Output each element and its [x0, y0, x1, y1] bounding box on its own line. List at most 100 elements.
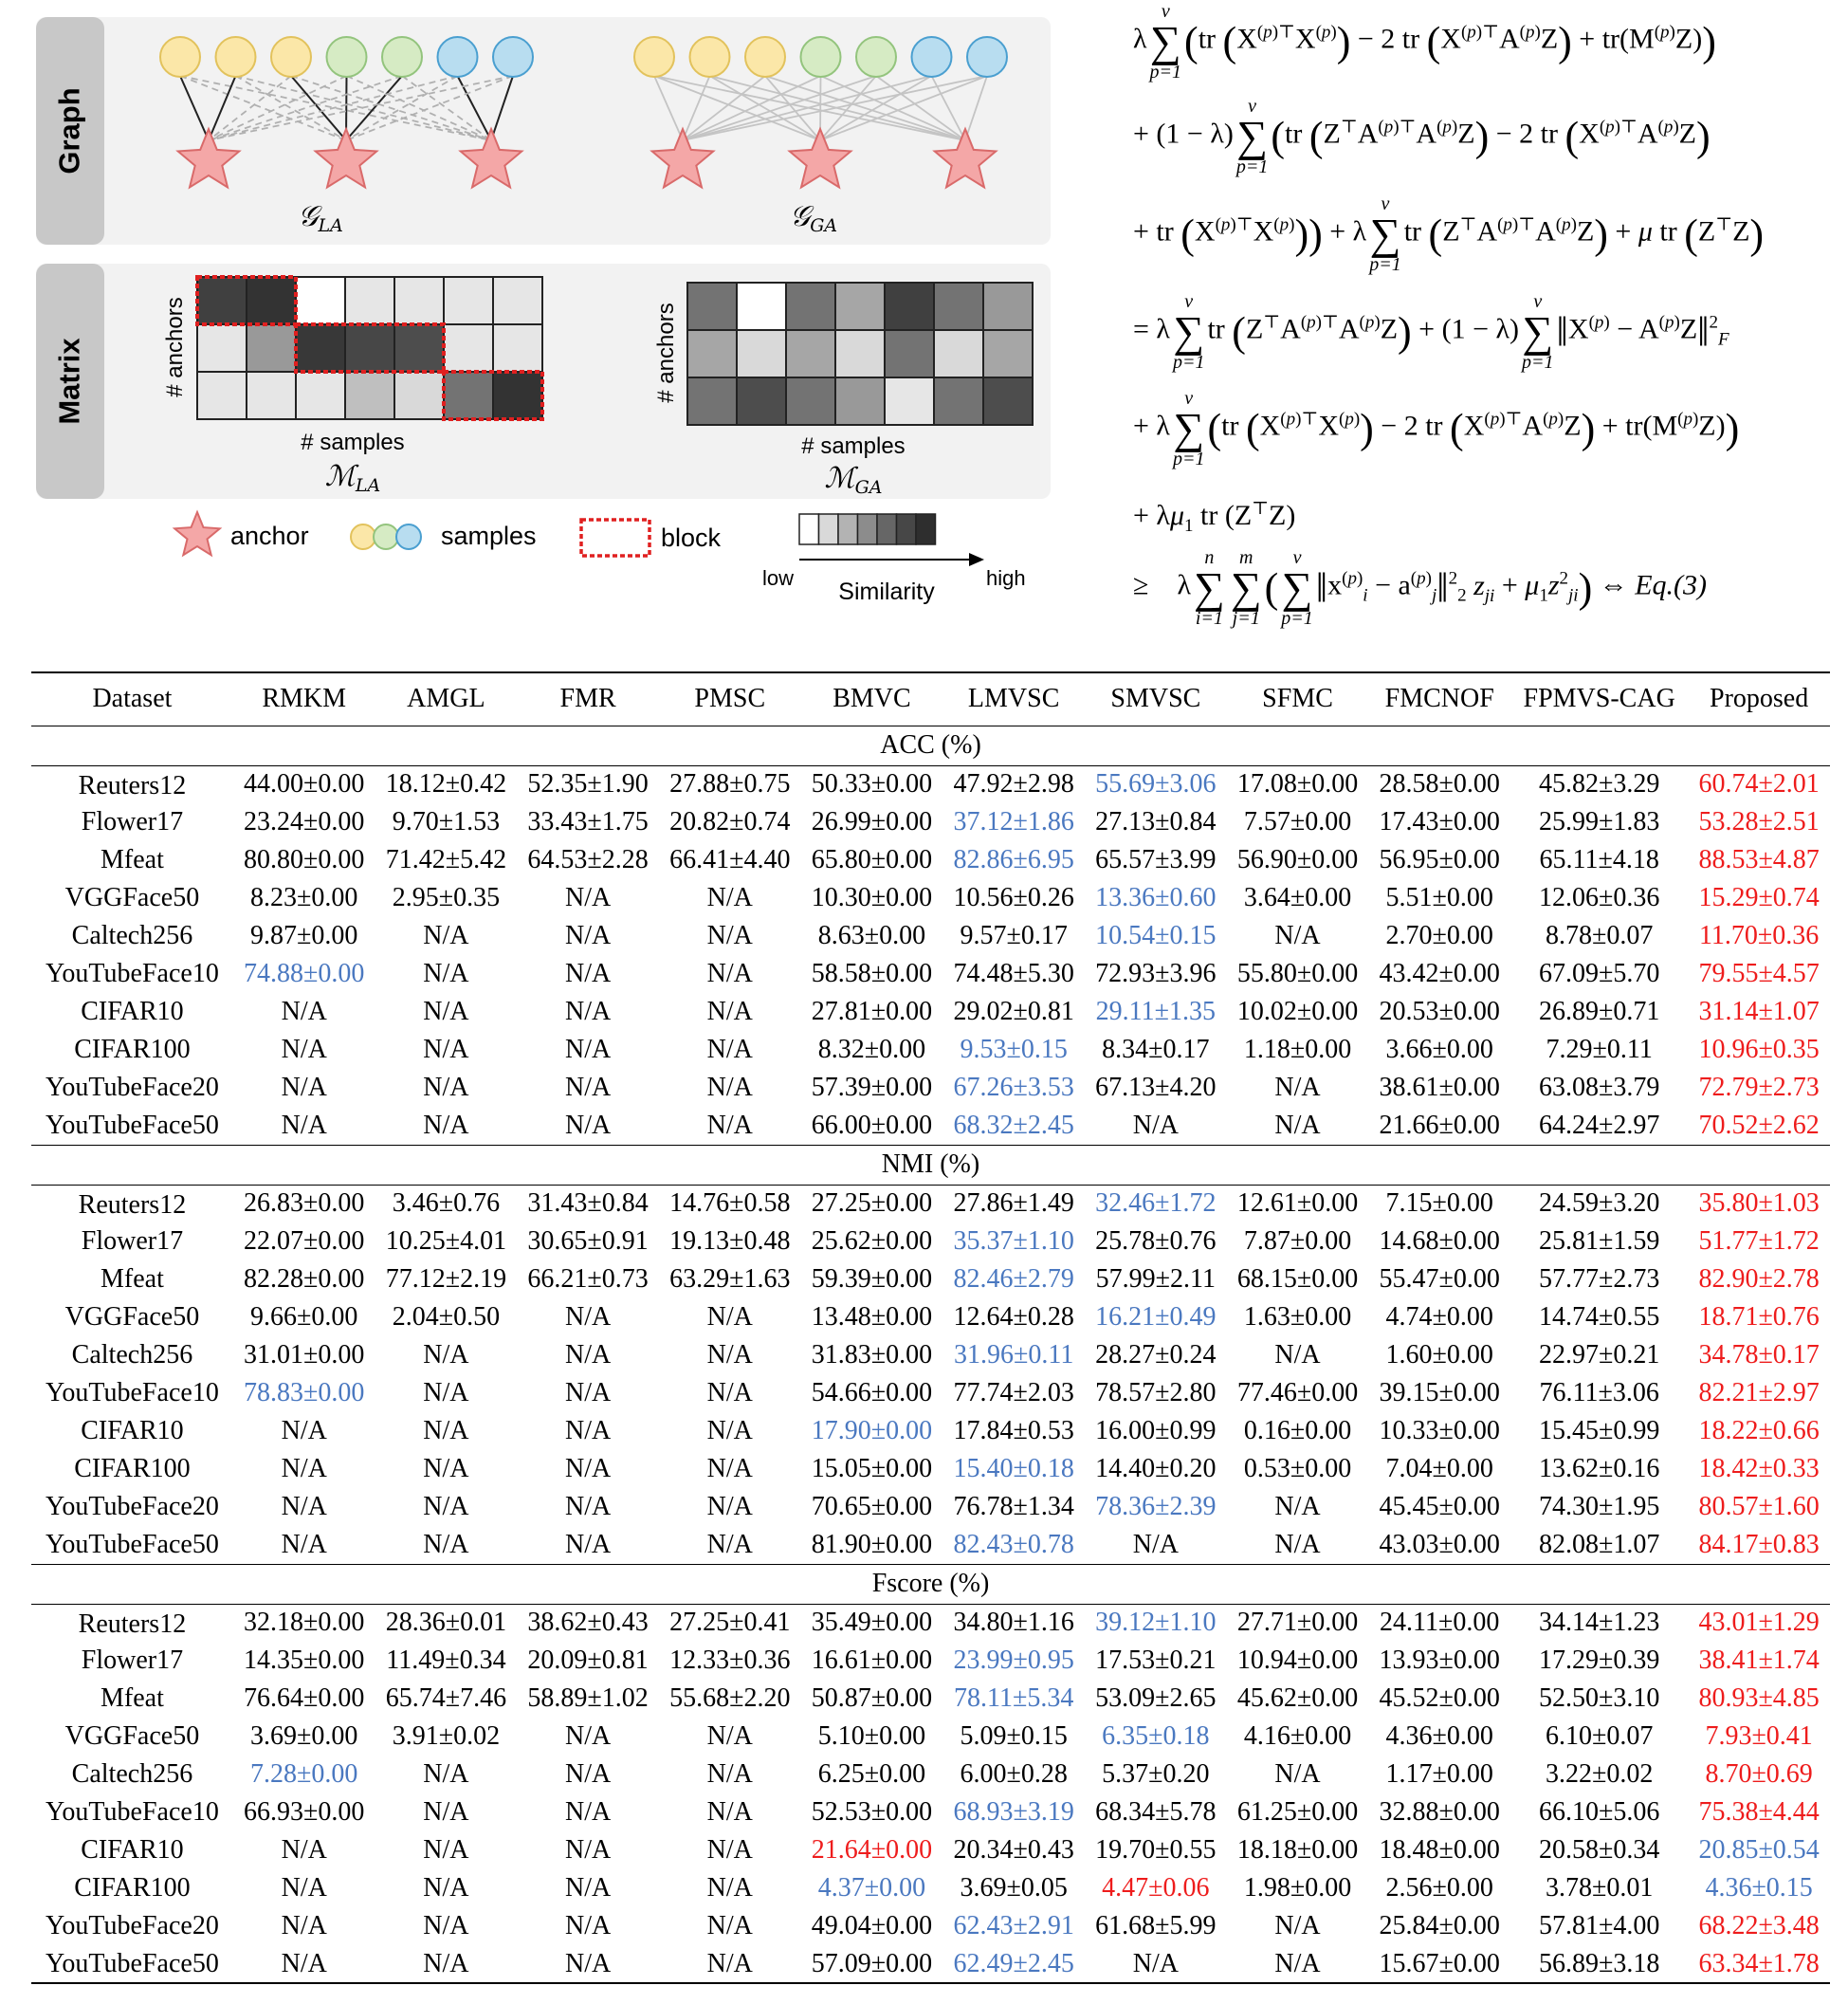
- similarity-swatch: [876, 513, 898, 545]
- metric-cell: 15.45±0.99: [1538, 1416, 1660, 1445]
- metric-cell: 58.89±1.02: [527, 1683, 649, 1713]
- matrix-cell: [736, 282, 787, 331]
- metric-cell: 63.29±1.63: [669, 1264, 791, 1294]
- metric-cell: 17.29±0.39: [1538, 1645, 1660, 1675]
- metric-cell: 9.57±0.17: [960, 921, 1068, 950]
- graph-edge: [401, 75, 492, 141]
- metric-cell: 16.61±0.00: [811, 1645, 933, 1675]
- dataset-name: Caltech256: [71, 1340, 193, 1370]
- sample-node: [910, 36, 953, 78]
- metric-cell: 17.84±0.53: [953, 1416, 1074, 1445]
- metric-cell: 4.36±0.00: [1385, 1721, 1493, 1751]
- metric-cell: N/A: [564, 1797, 612, 1827]
- metric-cell: 44.00±0.00: [244, 769, 365, 800]
- legend-sample-icon: [373, 524, 399, 550]
- equation-line-7: ≥ λ n ∑ i=1 m ∑ j=1(v ∑ p=1 ‖x(p)i − a(p)j‖22 zji…: [1133, 547, 1708, 629]
- metric-cell: N/A: [706, 1529, 753, 1559]
- graph-edge: [345, 75, 403, 141]
- anchor-node: [650, 126, 716, 190]
- metric-cell: 34.78±0.17: [1698, 1340, 1820, 1370]
- graph-edge: [819, 75, 988, 141]
- metric-cell: 68.32±2.45: [953, 1110, 1074, 1140]
- table-row: CIFAR10 N/A N/A N/A N/A 21.64±0.00 20.34±0.43 1…: [31, 1831, 1830, 1869]
- metric-cell: N/A: [423, 1529, 469, 1559]
- table-row: VGGFace50 3.69±0.00 3.91±0.02 N/A N/A 5.10±0.…: [31, 1718, 1830, 1756]
- matrix-la-heatmap: [195, 275, 544, 421]
- metric-cell: 53.28±2.51: [1698, 807, 1820, 837]
- metric-cell: 65.80±0.00: [811, 845, 933, 874]
- legend-block-label: block: [661, 524, 722, 552]
- metric-cell: 7.28±0.00: [250, 1759, 358, 1789]
- legend-block-icon: [579, 518, 651, 558]
- metric-cell: N/A: [281, 1911, 327, 1940]
- matrix-cell: [246, 371, 297, 420]
- metric-cell: 26.89±0.71: [1538, 997, 1660, 1026]
- graph-edge: [490, 75, 514, 141]
- metric-cell: N/A: [706, 1340, 753, 1370]
- column-header: SMVSC: [1085, 671, 1227, 726]
- metric-cell: N/A: [281, 1110, 327, 1140]
- matrix-cell: [785, 282, 836, 331]
- metric-cell: 20.34±0.43: [953, 1835, 1074, 1865]
- metric-cell: 27.13±0.84: [1095, 807, 1217, 837]
- metric-cell: 55.68±2.20: [669, 1683, 791, 1713]
- graph-edge: [208, 75, 514, 141]
- metric-cell: N/A: [423, 1340, 469, 1370]
- table-row: Reuters12 26.83±0.00 3.46±0.76 31.43±0.84 14…: [31, 1185, 1830, 1223]
- graph-edge: [208, 75, 292, 141]
- metric-cell: N/A: [564, 1416, 612, 1445]
- metric-cell: 20.82±0.74: [669, 807, 791, 837]
- metric-cell: 57.09±0.00: [800, 1945, 943, 1984]
- metric-cell: 25.62±0.00: [811, 1226, 933, 1256]
- metric-cell: 68.93±3.19: [953, 1797, 1074, 1827]
- metric-cell: 8.34±0.17: [1102, 1035, 1210, 1064]
- metric-cell: 56.89±3.18: [1510, 1945, 1689, 1984]
- metric-cell: N/A: [706, 1073, 753, 1102]
- metric-cell: N/A: [706, 1873, 753, 1903]
- metric-cell: N/A: [706, 1721, 753, 1751]
- table-row: YouTubeFace20 N/A N/A N/A N/A 57.39±0.00 67.26…: [31, 1069, 1830, 1107]
- matrix-cell: [295, 323, 346, 373]
- metric-cell: 53.09±2.65: [1095, 1683, 1217, 1713]
- metric-cell: 4.37±0.00: [817, 1873, 926, 1903]
- metric-cell: N/A: [281, 1835, 327, 1865]
- dataset-name: YouTubeFace50: [46, 1110, 219, 1140]
- table-row: Reuters12 44.00±0.00 18.12±0.42 52.35±1.90 2…: [31, 765, 1830, 803]
- metric-cell: 8.32±0.00: [817, 1035, 926, 1064]
- matrix-cell: [344, 276, 395, 325]
- dataset-name: YouTubeFace10: [46, 1797, 219, 1827]
- metric-cell: 35.37±1.10: [953, 1226, 1074, 1256]
- metric-cell: 8.63±0.00: [817, 921, 926, 950]
- sample-node: [492, 36, 534, 78]
- metric-cell: 67.26±3.53: [953, 1073, 1074, 1102]
- graph-la-diagram: [159, 36, 534, 190]
- metric-cell: 66.00±0.00: [811, 1110, 933, 1140]
- block-outline: [442, 370, 544, 421]
- graph-edge: [819, 75, 877, 141]
- metric-cell: 10.33±0.00: [1379, 1416, 1500, 1445]
- metric-cell: 4.74±0.00: [1385, 1302, 1493, 1332]
- metric-cell: 3.46±0.76: [392, 1188, 501, 1219]
- metric-cell: 20.58±0.34: [1538, 1835, 1660, 1865]
- metric-cell: 65.11±4.18: [1539, 845, 1659, 874]
- dataset-name: YouTubeFace50: [31, 1945, 233, 1984]
- dataset-name: YouTubeFace20: [46, 1911, 219, 1940]
- graph-edge: [682, 75, 766, 141]
- metric-cell: 72.79±2.73: [1698, 1073, 1820, 1102]
- metric-cell: 65.74±7.46: [385, 1683, 507, 1713]
- metric-cell: 24.59±3.20: [1538, 1188, 1660, 1219]
- metric-cell: 1.17±0.00: [1385, 1759, 1493, 1789]
- similarity-swatch: [856, 513, 878, 545]
- metric-cell: N/A: [706, 1492, 753, 1521]
- graph-ga-caption: 𝒢GA: [790, 200, 837, 236]
- matrix-cell: [686, 329, 738, 378]
- metric-cell: N/A: [423, 1035, 469, 1064]
- metric-cell: N/A: [423, 1759, 469, 1789]
- metric-cell: 38.62±0.43: [527, 1608, 649, 1638]
- metric-cell: N/A: [564, 1378, 612, 1407]
- metric-cell: 82.86±6.95: [953, 845, 1074, 874]
- matrix-cell: [246, 276, 297, 325]
- metric-cell: 19.13±0.48: [669, 1226, 791, 1256]
- metric-cell: N/A: [1274, 1340, 1321, 1370]
- sample-node: [270, 36, 312, 78]
